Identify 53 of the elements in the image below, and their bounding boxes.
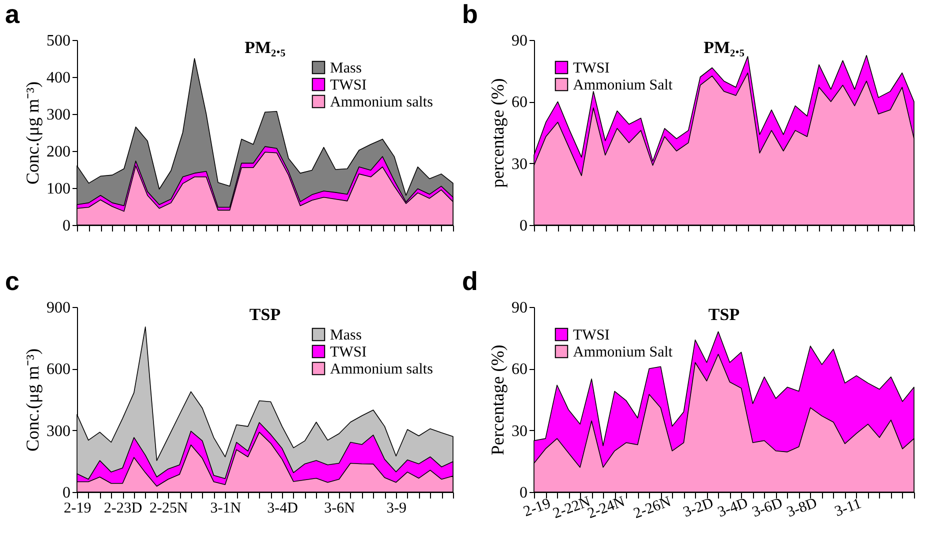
x-tick-label: 3-1N (210, 500, 242, 516)
y-tick-label: 90 (512, 32, 528, 50)
y-tick-label: 600 (46, 361, 70, 378)
y-tick-label: 0 (520, 218, 528, 234)
x-tick-label: 2-25N (149, 500, 188, 516)
legend-label: TWSI (330, 344, 367, 360)
y-axis-title: Percentage (%) (488, 344, 508, 456)
chart-title: PM₂.₅ (704, 38, 744, 57)
y-axis-title: percentage (%) (488, 78, 508, 188)
x-tick-label: 2-23D (104, 500, 142, 516)
text: d (462, 266, 478, 296)
legend-label: Ammonium Salt (573, 344, 674, 360)
legend-label: Ammonium salts (330, 362, 434, 378)
x-tick-label: 2-26N (632, 494, 674, 522)
y-tick-label: 60 (512, 361, 528, 378)
y-tick-label: 400 (46, 70, 70, 86)
text: c (5, 266, 20, 296)
y-tick-label: 0 (520, 484, 528, 502)
y-tick-label: 90 (512, 300, 528, 316)
legend-label: Ammonium salts (330, 94, 434, 110)
x-tick-label: 3-2D (681, 495, 716, 521)
text: a (5, 0, 20, 29)
legend-label: Mass (330, 328, 362, 344)
text: b (462, 0, 478, 29)
y-tick-label: 0 (62, 218, 70, 234)
x-tick-label: 3-11 (832, 496, 864, 520)
chart-title: TSP (249, 305, 281, 324)
x-tick-label: 3-4D (267, 500, 298, 516)
y-tick-label: 60 (512, 94, 528, 112)
y-tick-label: 500 (46, 32, 70, 50)
y-tick-label: 30 (512, 422, 528, 440)
y-axis-title: Conc.(μg m⁻³) (22, 81, 42, 185)
y-tick-label: 0 (62, 484, 70, 502)
chart-title: PM₂.₅ (244, 38, 286, 57)
y-tick-label: 100 (46, 180, 70, 198)
legend-label: TWSI (330, 78, 367, 94)
x-tick-label: 3-9 (386, 500, 407, 516)
y-tick-label: 900 (46, 300, 70, 316)
chart-title: TSP (708, 305, 740, 324)
legend-label: TWSI (573, 60, 610, 76)
y-tick-label: 300 (46, 422, 70, 440)
x-tick-label: 2-19 (64, 500, 92, 516)
legend-label: TWSI (573, 328, 610, 344)
x-tick-label: 3-6N (324, 500, 356, 516)
y-axis-title: Conc.(μg m⁻³) (22, 348, 42, 452)
x-tick-label: 3-6D (750, 495, 785, 521)
y-tick-label: 300 (46, 106, 70, 124)
y-tick-label: 200 (46, 144, 70, 160)
x-tick-label: 3-4D (716, 495, 750, 521)
legend-label: Ammonium Salt (573, 78, 674, 94)
x-tick-label: 3-8D (784, 495, 820, 521)
legend-label: Mass (330, 60, 362, 76)
y-tick-label: 30 (512, 156, 528, 173)
